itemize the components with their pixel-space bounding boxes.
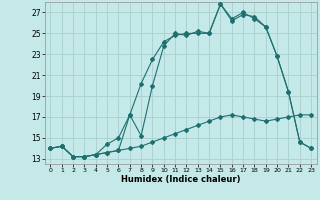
X-axis label: Humidex (Indice chaleur): Humidex (Indice chaleur) xyxy=(121,175,241,184)
